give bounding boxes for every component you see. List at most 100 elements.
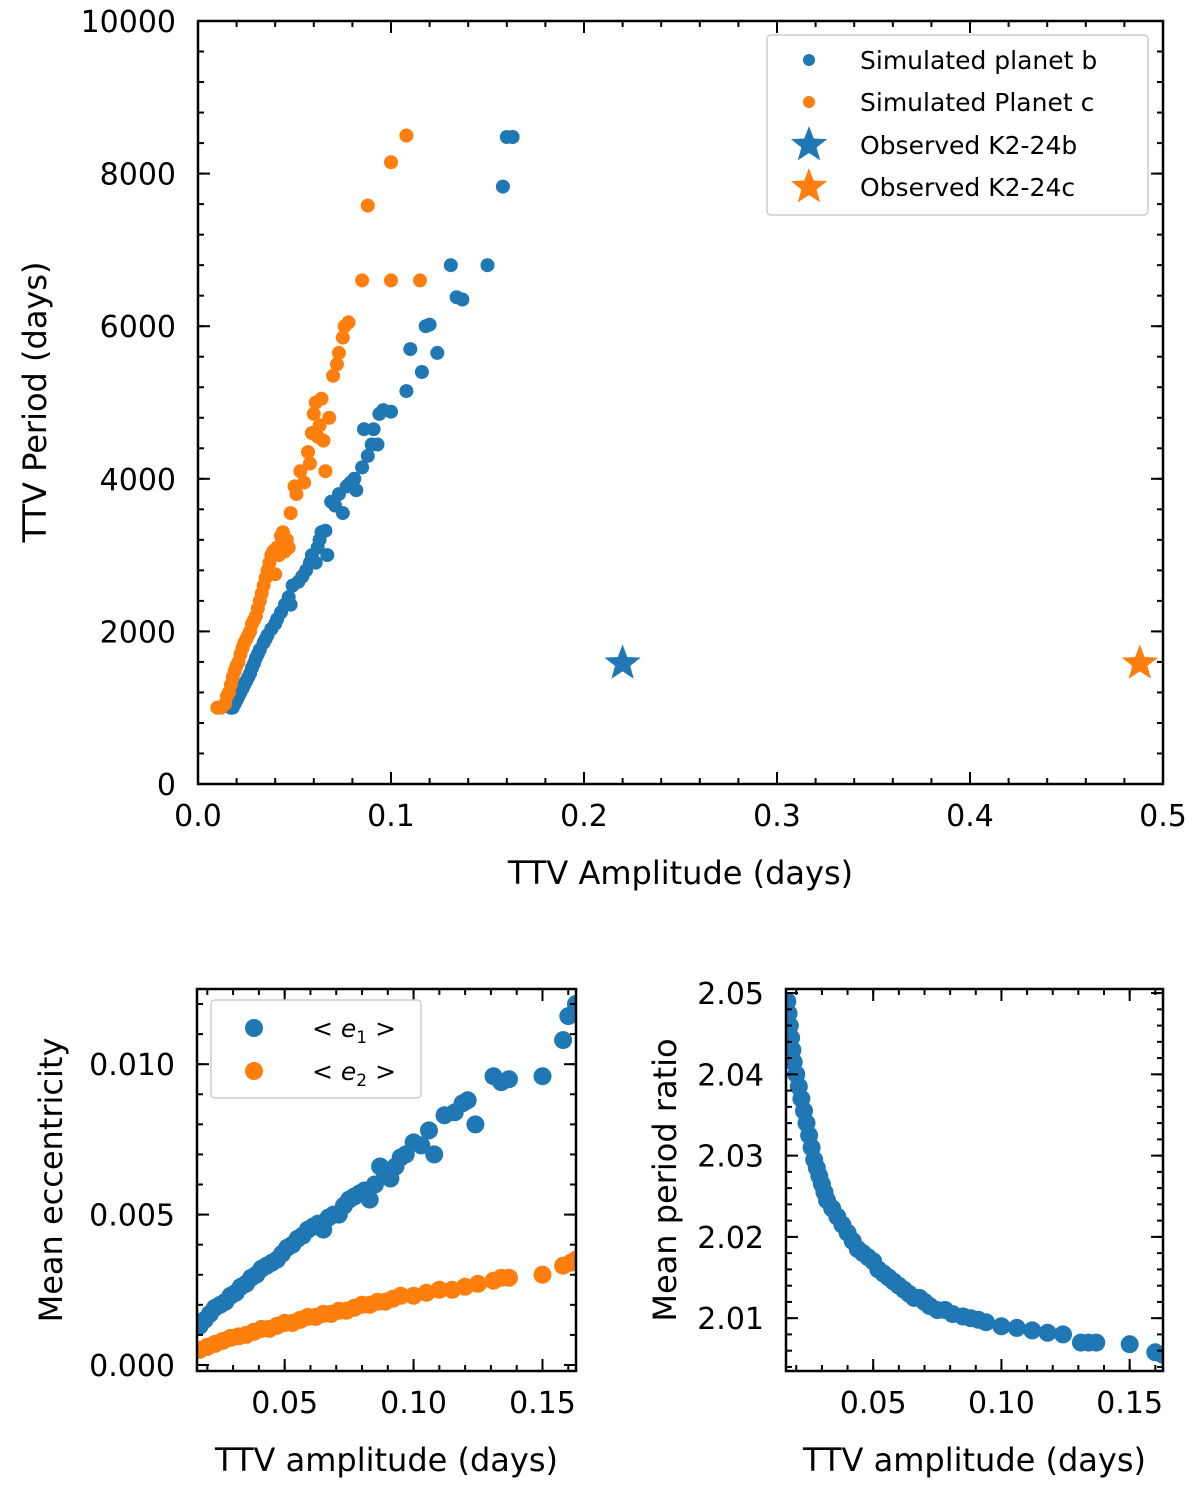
data-point-series-1 — [360, 198, 375, 213]
data-point-series-0 — [349, 483, 364, 498]
data-point-series-0 — [458, 1091, 477, 1110]
data-point-series-1 — [293, 464, 308, 479]
data-point-series-0 — [533, 1067, 552, 1086]
data-points — [210, 128, 1158, 715]
y-tick-label: 0 — [157, 768, 176, 803]
data-point-series-1 — [413, 273, 427, 288]
data-point-series-0 — [425, 1145, 444, 1164]
data-point-series-0 — [360, 1190, 379, 1209]
y-tick-label: 2.04 — [697, 1058, 764, 1093]
x-tick-label: 0.10 — [968, 1386, 1035, 1421]
data-point-series-0 — [1087, 1333, 1106, 1352]
data-point-series-0 — [308, 555, 323, 570]
y-tick-label: 6000 — [100, 310, 176, 345]
data-point-series-1 — [430, 1280, 449, 1299]
x-axis-label: TTV amplitude (days) — [802, 1441, 1146, 1479]
data-point-series-1 — [533, 1265, 552, 1284]
data-point-series-0 — [335, 506, 350, 521]
x-tick-label: 0.2 — [560, 799, 608, 834]
data-point-series-0 — [347, 471, 362, 486]
legend-label: < e2 > — [312, 1057, 396, 1091]
y-tick-label: 4000 — [100, 463, 176, 498]
legend-dot-marker — [803, 96, 815, 108]
data-point-series-1 — [355, 273, 370, 288]
data-point-series-1 — [312, 418, 327, 433]
data-point-series-0 — [318, 523, 333, 538]
data-point-series-0 — [422, 317, 437, 332]
data-point-series-0 — [403, 342, 418, 357]
data-point-series-0 — [1038, 1323, 1057, 1342]
data-point-series-1 — [281, 540, 296, 555]
x-axis-label: TTV Amplitude (days) — [507, 854, 853, 892]
legend-dot-marker — [245, 1019, 263, 1037]
data-point-series-0 — [384, 404, 398, 419]
x-tick-label: 0.05 — [251, 1386, 318, 1421]
legend-dot-marker — [245, 1062, 263, 1080]
data-point-series-0 — [466, 1115, 485, 1134]
data-point-series-1 — [297, 475, 312, 490]
y-tick-label: 2.02 — [697, 1221, 764, 1256]
x-tick-label: 0.10 — [380, 1386, 447, 1421]
y-tick-label: 8000 — [100, 158, 176, 193]
data-point-series-0 — [414, 365, 429, 379]
legend-label: Simulated planet b — [860, 46, 1097, 75]
data-point-series-0 — [412, 1136, 431, 1155]
plot-frame — [196, 19, 1165, 786]
data-point-series-1 — [500, 1268, 518, 1287]
data-point-series-0 — [480, 258, 495, 273]
data-point-series-0 — [443, 258, 458, 273]
y-tick-label: 2.03 — [697, 1140, 764, 1175]
x-tick-label: 0.1 — [367, 799, 415, 834]
data-point-series-1 — [302, 456, 317, 471]
ticks — [197, 989, 576, 1371]
y-tick-label: 0.000 — [89, 1349, 175, 1384]
data-point-series-0 — [281, 590, 296, 605]
data-point-series-1 — [335, 330, 350, 345]
x-tick-label: 0.05 — [840, 1386, 907, 1421]
data-point-series-1 — [301, 445, 315, 460]
y-axis-label: Mean period ratio — [646, 1038, 684, 1321]
data-point-series-1 — [331, 345, 346, 360]
data-point-series-0 — [1120, 1335, 1139, 1354]
data-point-series-0 — [505, 130, 520, 144]
data-point-series-1 — [314, 391, 329, 406]
data-point-series-0 — [320, 548, 335, 563]
data-point-series-1 — [306, 406, 321, 421]
data-point-series-0 — [357, 422, 371, 437]
data-point-series-0 — [420, 1121, 438, 1140]
x-tick-label: 0.5 — [1139, 799, 1187, 834]
data-point-series-0 — [370, 437, 385, 452]
legend-label: Observed K2-24c — [860, 173, 1075, 202]
plot-frame — [784, 987, 1165, 1373]
data-point-series-1 — [316, 433, 331, 448]
x-tick-label: 0.0 — [174, 799, 222, 834]
y-axis-label: Mean eccentricity — [32, 1038, 70, 1323]
data-point-series-0 — [360, 448, 375, 463]
data-point-series-1 — [384, 273, 398, 288]
y-tick-label: 2.01 — [697, 1302, 764, 1337]
data-point-series-0 — [1023, 1321, 1042, 1340]
chart-ecc: 0.05 0.10 0.15 0.000 0.005 0.010 TTV amplitude… — [32, 987, 578, 1479]
data-point-series-1 — [326, 368, 341, 383]
data-point-series-0 — [554, 1031, 573, 1050]
y-axis-label: TTV Period (days) — [16, 261, 54, 543]
data-point-series-1 — [289, 487, 304, 502]
x-tick-label: 0.15 — [1096, 1386, 1163, 1421]
x-tick-label: 0.3 — [753, 799, 801, 834]
ticks — [197, 20, 1164, 785]
data-point-series-1 — [384, 155, 398, 170]
data-point-series-1 — [283, 506, 298, 521]
data-point-series-0 — [977, 1313, 995, 1332]
star-marker-observed-k2-24c — [1121, 644, 1158, 679]
data-point-series-1 — [469, 1274, 487, 1293]
y-tick-label: 0.005 — [89, 1199, 175, 1234]
data-point-series-1 — [399, 128, 414, 143]
data-point-series-1 — [330, 357, 344, 372]
data-point-series-0 — [430, 345, 445, 360]
y-tick-label: 2000 — [100, 615, 176, 650]
data-point-series-1 — [567, 1250, 576, 1269]
data-point-series-1 — [341, 315, 356, 330]
y-tick-label: 10000 — [81, 5, 176, 40]
data-points — [197, 995, 576, 1359]
data-point-series-0 — [495, 179, 510, 194]
